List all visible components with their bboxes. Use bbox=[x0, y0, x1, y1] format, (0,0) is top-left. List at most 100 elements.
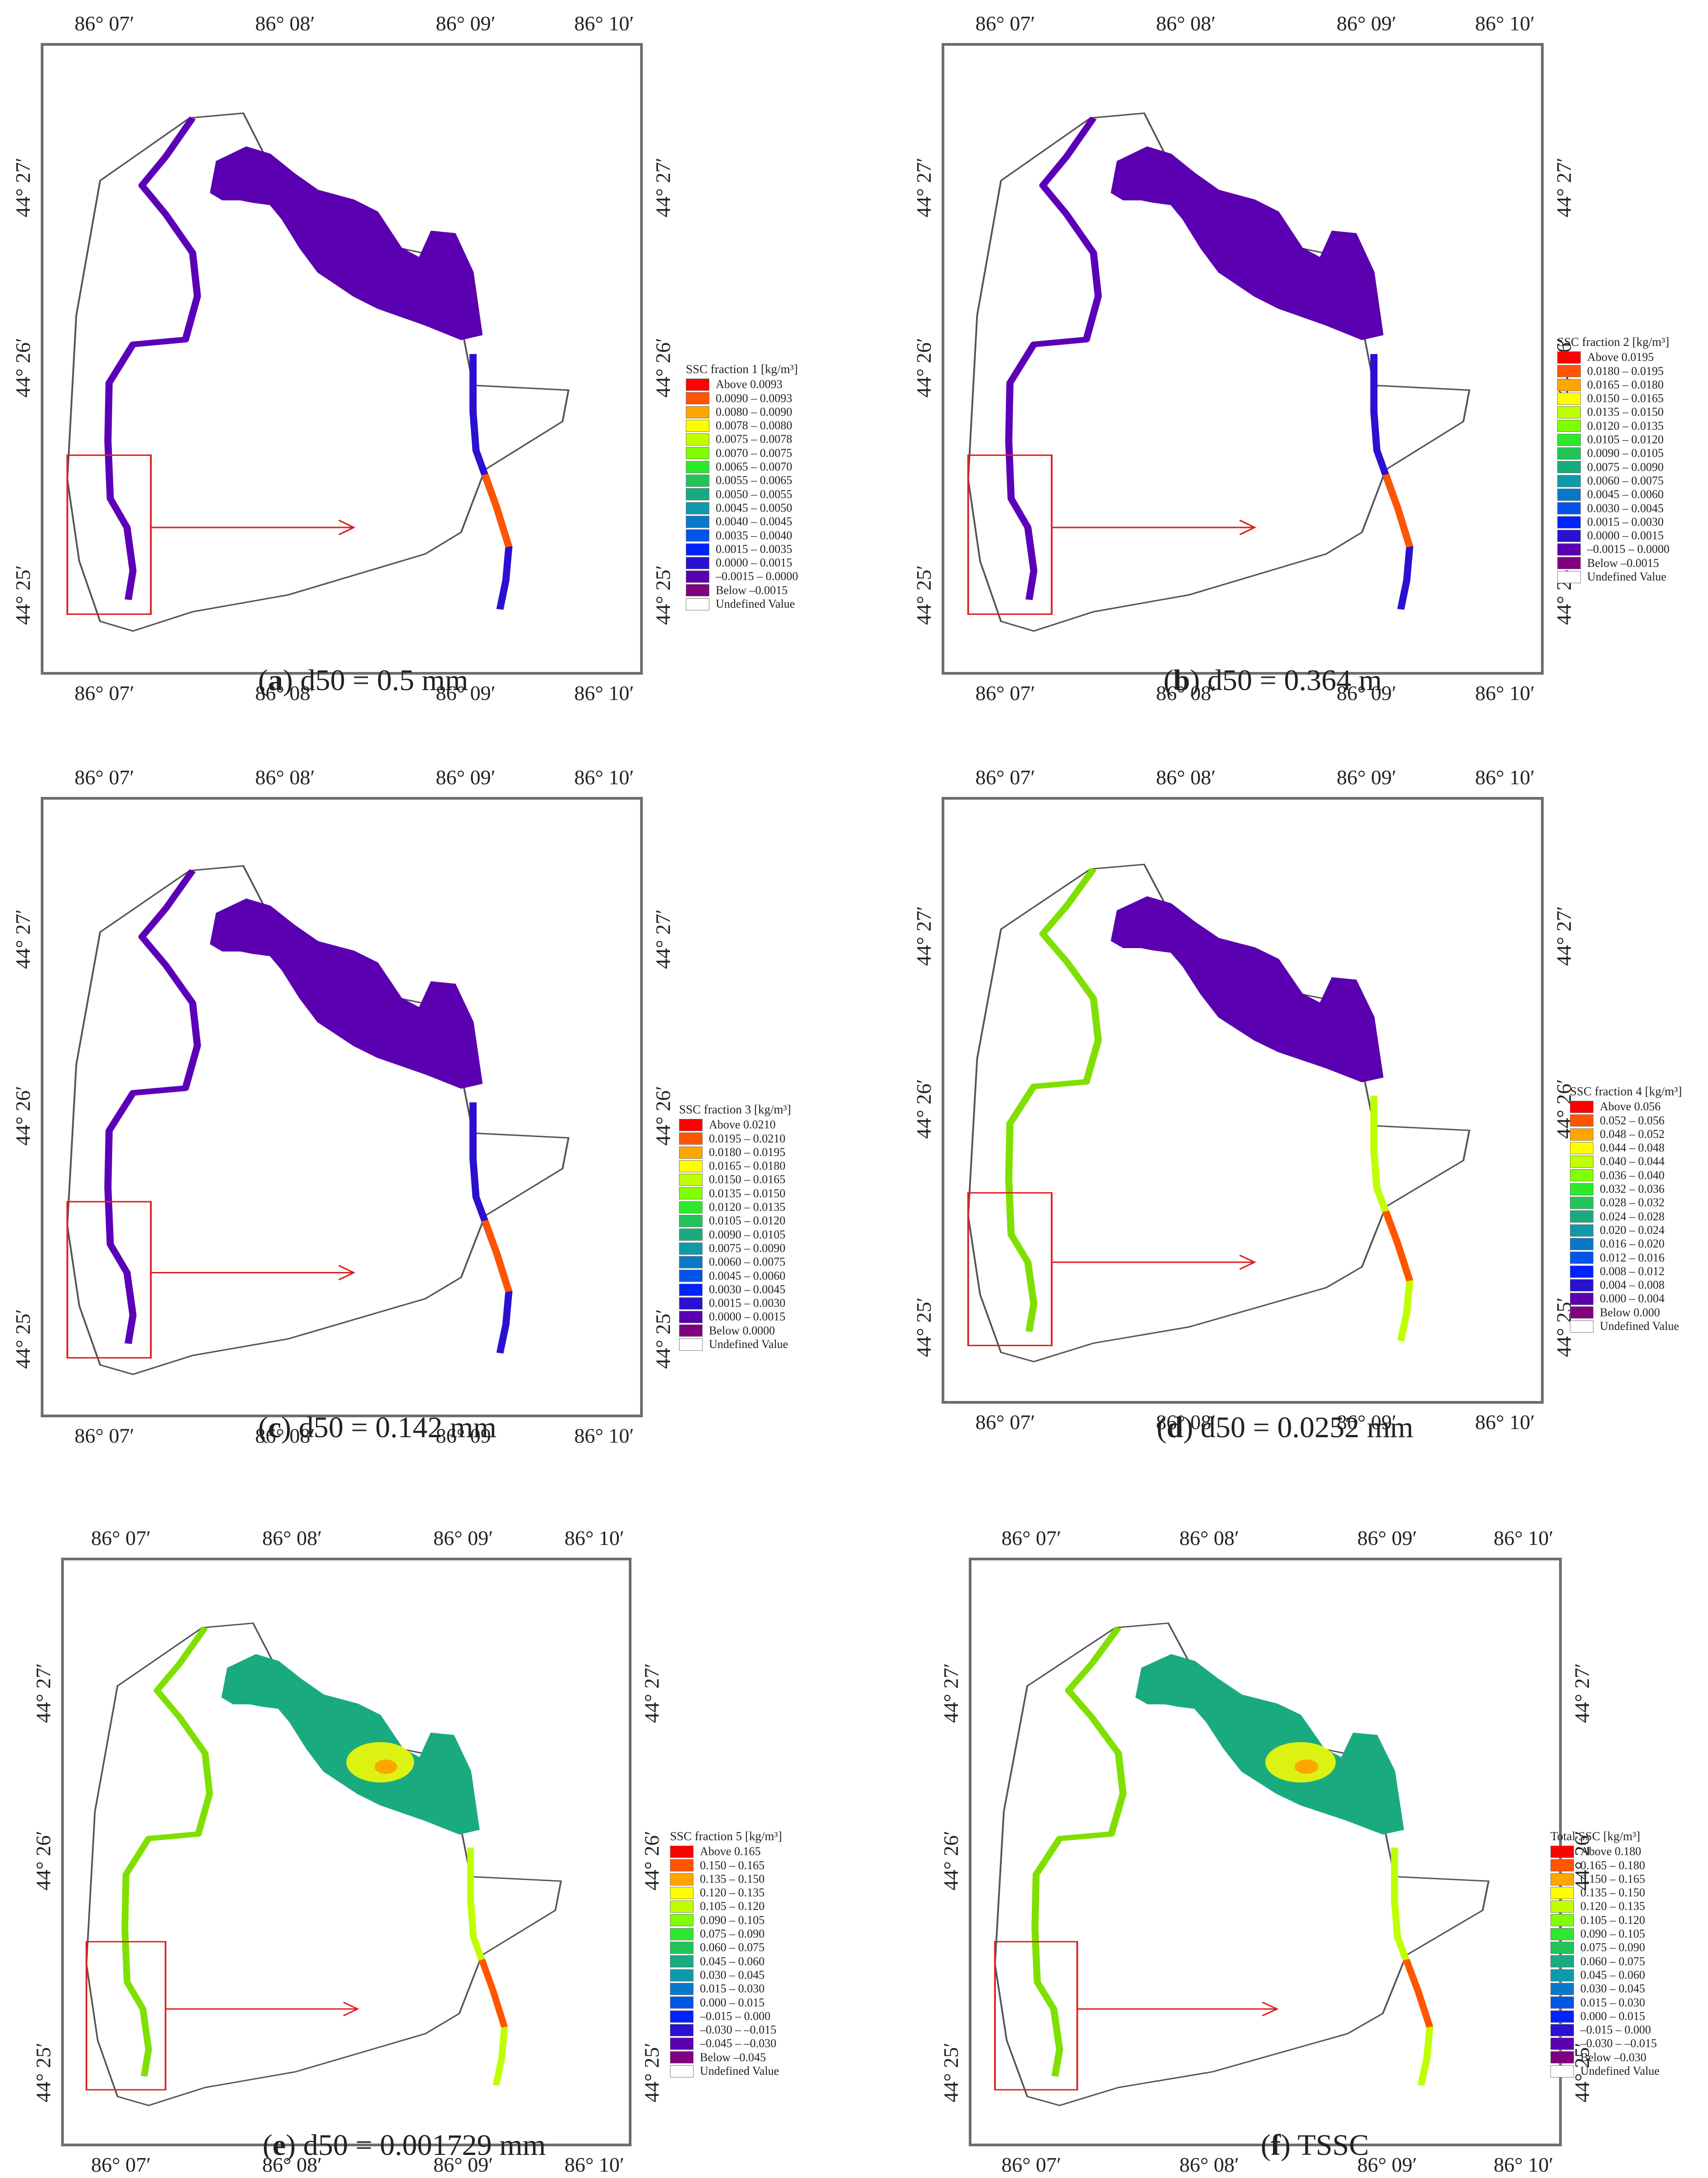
legend-label: 0.036 – 0.040 bbox=[1600, 1168, 1665, 1182]
lon-label-top: 86° 07′ bbox=[975, 12, 1035, 35]
legend-row: 0.060 – 0.075 bbox=[1550, 1955, 1660, 1968]
legend-row: Above 0.0093 bbox=[686, 378, 798, 391]
legend-swatch bbox=[1557, 543, 1581, 556]
lon-label-bottom: 86° 07′ bbox=[1001, 2153, 1062, 2176]
legend-label: 0.052 – 0.056 bbox=[1600, 1113, 1665, 1127]
legend-row: 0.012 – 0.016 bbox=[1570, 1251, 1682, 1265]
legend-label: 0.008 – 0.012 bbox=[1600, 1264, 1665, 1278]
panel-letter: d bbox=[1166, 1411, 1183, 1444]
panel-caption-text: ) TSSC bbox=[1280, 2129, 1369, 2162]
legend-label: –0.030 – –0.015 bbox=[700, 2023, 776, 2037]
legend-swatch bbox=[1550, 1955, 1574, 1968]
legend-row: 0.120 – 0.135 bbox=[1550, 1900, 1660, 1913]
zoom-inset-hotspot bbox=[1403, 1959, 1433, 2028]
legend-swatch bbox=[1557, 351, 1581, 364]
legend-row: 0.036 – 0.040 bbox=[1570, 1169, 1682, 1182]
legend-row: 0.0015 – 0.0035 bbox=[686, 542, 798, 556]
legend-swatch bbox=[1570, 1238, 1593, 1250]
legend-row: 0.0075 – 0.0078 bbox=[686, 432, 798, 446]
legend-label: Below –0.0015 bbox=[1587, 556, 1659, 570]
lon-label-top: 86° 09′ bbox=[435, 12, 496, 35]
legend-label: 0.0075 – 0.0078 bbox=[716, 432, 792, 446]
legend-row: –0.015 – 0.000 bbox=[1550, 2023, 1660, 2037]
legend-label: 0.0030 – 0.0045 bbox=[1587, 501, 1664, 515]
legend-swatch bbox=[1570, 1210, 1593, 1223]
legend-swatch bbox=[670, 1886, 694, 1899]
legend-label: 0.0120 – 0.0135 bbox=[709, 1200, 785, 1214]
panel-letter: f bbox=[1270, 2129, 1281, 2162]
panel-caption: (d) d50 = 0.0252 mm bbox=[1157, 1411, 1414, 1444]
legend-label: 0.0080 – 0.0090 bbox=[716, 405, 792, 418]
legend-row: 0.008 – 0.012 bbox=[1570, 1265, 1682, 1278]
legend-swatch bbox=[679, 1201, 703, 1214]
legend-label: 0.0060 – 0.0075 bbox=[1587, 474, 1664, 487]
legend-row: 0.0135 – 0.0150 bbox=[679, 1187, 791, 1200]
lon-label-bottom: 86° 07′ bbox=[91, 2153, 151, 2176]
legend-label: 0.024 – 0.028 bbox=[1600, 1209, 1665, 1223]
legend-row: Above 0.165 bbox=[670, 1845, 782, 1858]
legend-swatch bbox=[1570, 1197, 1593, 1209]
lon-label-bottom: 86° 08′ bbox=[1179, 2153, 1239, 2176]
legend-swatch bbox=[1550, 1942, 1574, 1954]
map-canvas bbox=[967, 864, 1471, 1362]
legend-label: 0.045 – 0.060 bbox=[700, 1954, 765, 1968]
legend-row: 0.0055 – 0.0065 bbox=[686, 474, 798, 487]
legend-label: 0.0165 – 0.0180 bbox=[709, 1159, 785, 1173]
legend-label: 0.0135 – 0.0150 bbox=[1587, 405, 1664, 419]
legend-row: 0.0180 – 0.0195 bbox=[679, 1146, 791, 1159]
legend-swatch bbox=[670, 1859, 694, 1872]
legend-row: Below 0.0000 bbox=[679, 1324, 791, 1338]
lat-label-left: 44° 25′ bbox=[11, 565, 34, 625]
legend-row: Below –0.030 bbox=[1550, 2051, 1660, 2064]
legend-label: 0.0180 – 0.0195 bbox=[709, 1145, 785, 1159]
legend-swatch bbox=[1557, 557, 1581, 570]
legend-label: 0.0120 – 0.0135 bbox=[1587, 419, 1664, 432]
lon-label-top: 86° 07′ bbox=[74, 12, 134, 35]
lon-label-bottom: 86° 07′ bbox=[975, 1410, 1035, 1434]
legend: SSC fraction 3 [kg/m³] Above 0.0210 0.0195… bbox=[679, 1103, 791, 1351]
zoom-arrow bbox=[151, 1265, 356, 1281]
legend-label: 0.0165 – 0.0180 bbox=[1587, 378, 1664, 391]
lon-label-top: 86° 09′ bbox=[433, 1526, 493, 1550]
lat-label-left: 44° 27′ bbox=[939, 1663, 962, 1723]
legend-label: 0.150 – 0.165 bbox=[1580, 1872, 1645, 1885]
legend-label: 0.0045 – 0.0060 bbox=[709, 1269, 785, 1282]
legend-swatch bbox=[686, 475, 709, 487]
lon-label-top: 86° 10′ bbox=[1493, 1526, 1554, 1550]
lon-label-top: 86° 07′ bbox=[1001, 1526, 1062, 1550]
lon-label-bottom: 86° 07′ bbox=[975, 681, 1035, 705]
legend-swatch bbox=[1557, 475, 1581, 487]
legend-title: SSC fraction 4 [kg/m³] bbox=[1570, 1084, 1682, 1098]
legend-row: 0.0000 – 0.0015 bbox=[1557, 529, 1670, 542]
legend-label: 0.060 – 0.075 bbox=[1580, 1954, 1645, 1968]
legend-label: 0.135 – 0.150 bbox=[1580, 1886, 1645, 1900]
panel-caption-text: ) d50 = 0.5 mm bbox=[282, 664, 469, 697]
legend-row: Above 0.0195 bbox=[1557, 350, 1670, 364]
legend-label: 0.120 – 0.135 bbox=[1580, 1900, 1645, 1913]
legend-swatch bbox=[1550, 2010, 1574, 2023]
legend-row: –0.0015 – 0.0000 bbox=[1557, 542, 1670, 556]
panel-letter: b bbox=[1173, 664, 1190, 697]
legend-label: Below 0.0000 bbox=[709, 1324, 775, 1337]
legend-swatch bbox=[670, 1982, 694, 1995]
legend-label: 0.090 – 0.105 bbox=[1580, 1927, 1645, 1941]
legend-row: 0.000 – 0.004 bbox=[1570, 1292, 1682, 1305]
map-frame bbox=[969, 1558, 1562, 2146]
legend-swatch bbox=[679, 1146, 703, 1159]
panel-caption-text: ) d50 = 0.142 mm bbox=[281, 1411, 497, 1444]
legend-row: 0.0000 – 0.0015 bbox=[679, 1310, 791, 1324]
legend-swatch bbox=[670, 2038, 694, 2050]
lon-label-top: 86° 09′ bbox=[435, 766, 496, 789]
legend-swatch bbox=[1550, 1982, 1574, 1995]
legend-swatch bbox=[1557, 488, 1581, 501]
legend-swatch bbox=[1557, 571, 1581, 583]
lat-label-right: 44° 26′ bbox=[651, 337, 675, 398]
lat-label-left: 44° 25′ bbox=[11, 1309, 34, 1369]
legend-swatch bbox=[679, 1228, 703, 1241]
legend-row: 0.004 – 0.008 bbox=[1570, 1278, 1682, 1292]
legend-swatch bbox=[1557, 502, 1581, 515]
map-canvas bbox=[66, 865, 570, 1375]
legend-row: 0.045 – 0.060 bbox=[670, 1955, 782, 1968]
legend-swatch bbox=[679, 1338, 703, 1351]
legend-row: 0.0105 – 0.0120 bbox=[679, 1214, 791, 1228]
